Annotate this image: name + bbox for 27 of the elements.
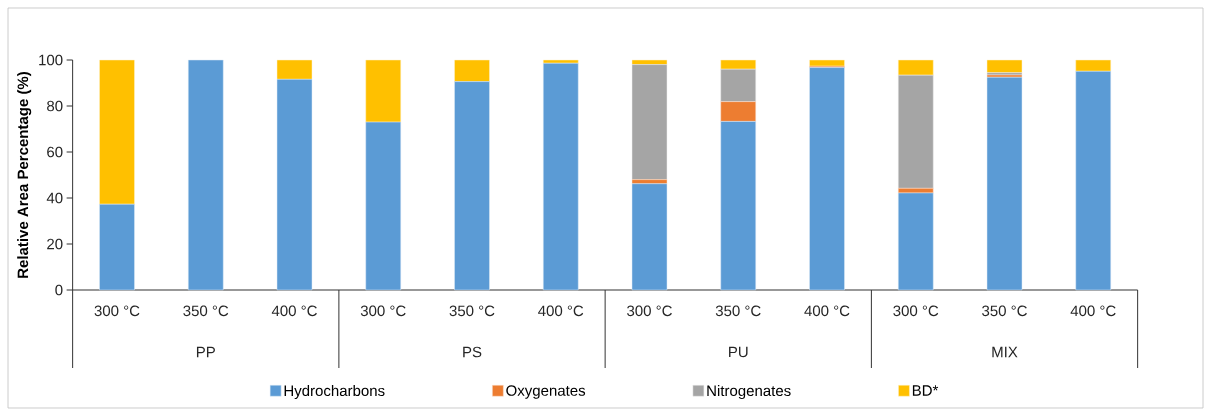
legend-label: Nitrogenates xyxy=(707,385,791,400)
text: PU xyxy=(729,346,748,358)
x-tick-label: 400 °C xyxy=(804,305,850,317)
y-tick-label: 100 xyxy=(39,54,63,66)
y-axis-title: Relative Area Percentage (%) xyxy=(17,71,32,278)
y-tick-label: 60 xyxy=(47,146,63,158)
x-tick-label: 300 °C xyxy=(627,305,672,317)
x-tick-label: 300 °C xyxy=(893,305,939,317)
y-tick-label: 20 xyxy=(47,238,63,250)
y-tick-label: 80 xyxy=(47,100,63,112)
x-tick-label: 350 °C xyxy=(183,305,229,317)
x-tick-label: 300 °C xyxy=(360,305,406,317)
y-tick-label: 0 xyxy=(55,284,63,296)
legend-label: BD* xyxy=(912,385,939,396)
x-tick-label: 350 °C xyxy=(982,305,1027,317)
legend-label: Oxygenates xyxy=(506,385,586,399)
x-tick-label: 350 °C xyxy=(449,305,495,317)
x-tick-label: 400 °C xyxy=(271,305,317,317)
x-tick-label: 350 °C xyxy=(715,305,761,317)
y-tick-label: 40 xyxy=(46,192,63,204)
text: PP xyxy=(196,346,215,358)
text: MIX xyxy=(992,346,1018,358)
x-tick-label: 400 °C xyxy=(1070,305,1116,317)
legend-label: Hydrocharbons xyxy=(284,385,385,400)
text: PS xyxy=(463,346,482,358)
x-tick-label: 300 °C xyxy=(94,305,140,317)
x-tick-label: 400 °C xyxy=(538,305,584,317)
